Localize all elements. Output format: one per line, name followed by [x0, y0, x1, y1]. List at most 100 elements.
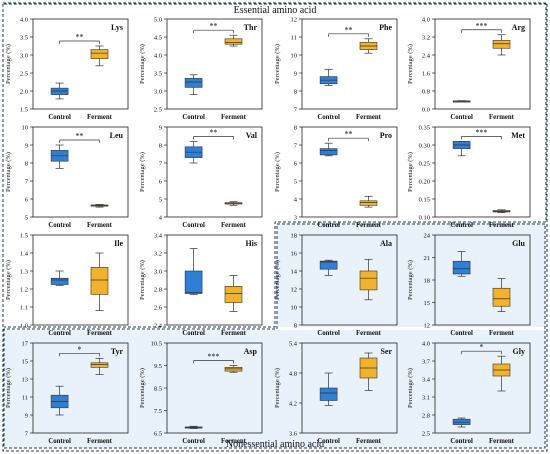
x-tick-label-met-ferment: Ferment	[489, 222, 515, 229]
x-tick-label-val-control: Control	[182, 222, 205, 229]
y-tick-label-leu: 5	[25, 215, 28, 222]
significance-label-val: **	[210, 128, 218, 137]
y-tick-label-gly: 2.5	[422, 431, 430, 438]
y-axis-label-pro: Percentage (%)	[274, 152, 281, 192]
y-tick-label-gly: 2.8	[422, 413, 430, 420]
y-tick-label-ala: 12	[291, 287, 298, 294]
y-tick-label-asp: 10.5	[151, 341, 162, 348]
plot-frame-gly	[434, 342, 531, 434]
y-tick-label-arg: 1.6	[422, 71, 431, 78]
panel-phe: 7 8 9 10 11 12 Percentage (%) Phe Control Ferment…	[274, 17, 398, 121]
panel-pro: 3 4 5 6 7 8 Percentage (%) Pro Control Ferment **	[274, 125, 398, 229]
panel-ala: 8 10 12 14 16 18 Percentage (%) Ala Control Ferme…	[274, 233, 398, 337]
panel-title-tyr: Tyr	[111, 347, 124, 356]
y-tick-label-phe: 11	[291, 35, 297, 42]
box-ile-ferment	[90, 267, 109, 295]
essential-section-title: Essential amino acid	[234, 5, 317, 16]
box-tyr-ferment	[90, 362, 109, 368]
y-tick-label-val: 5	[159, 197, 162, 204]
y-tick-label-val: 8	[159, 143, 162, 150]
x-tick-label-ser-control: Control	[317, 438, 340, 445]
y-tick-label-lys: 2.0	[20, 89, 28, 96]
significance-label-leu: **	[76, 132, 84, 141]
x-tick-label-phe-control: Control	[317, 114, 340, 121]
y-tick-label-tyr: 13	[22, 377, 29, 384]
box-his-ferment	[224, 285, 243, 303]
significance-label-lys: **	[76, 33, 84, 42]
x-tick-label-thr-control: Control	[182, 114, 205, 121]
y-tick-label-pro: 3	[294, 215, 297, 222]
nonessential-bg-lower	[4, 330, 545, 448]
y-tick-label-pro: 6	[294, 161, 298, 168]
y-tick-label-phe: 9	[294, 71, 297, 78]
panel-val: 4 5 6 7 8 9 Percentage (%) Val Control Ferment **	[139, 125, 263, 229]
x-tick-label-ser-ferment: Ferment	[356, 438, 382, 445]
box-arg-ferment	[492, 40, 511, 49]
y-tick-label-his: 3.0	[154, 269, 162, 276]
y-tick-label-gly: 3.7	[422, 359, 431, 366]
y-axis-label-lys: Percentage (%)	[5, 44, 12, 84]
panel-his: 2.4 2.6 2.8 3.0 3.2 3.4 Percentage (%) His Contr…	[139, 233, 263, 337]
y-tick-label-glu: 12	[424, 323, 431, 330]
x-tick-label-ile-control: Control	[48, 330, 71, 337]
panel-glu: 12 15 18 21 24 Percentage (%) Glu Control Fermen…	[407, 233, 531, 337]
x-tick-label-glu-control: Control	[450, 330, 473, 337]
y-tick-label-leu: 8	[25, 161, 28, 168]
y-tick-label-his: 2.4	[154, 323, 163, 330]
y-tick-label-met: 0.30	[419, 143, 430, 150]
significance-label-arg: ***	[476, 21, 488, 30]
y-axis-label-his: Percentage (%)	[139, 260, 146, 300]
y-tick-label-tyr: 7	[25, 431, 29, 438]
plot-frame-ile	[32, 234, 129, 326]
x-tick-label-asp-control: Control	[182, 438, 205, 445]
y-tick-label-gly: 3.4	[422, 377, 431, 384]
box-lys-control	[50, 87, 69, 95]
panel-title-asp: Asp	[244, 347, 258, 356]
y-tick-label-his: 3.4	[154, 233, 163, 240]
panel-thr: 2.5 3.0 3.5 4.0 4.5 5.0 Percentage (%) Thr Contr…	[139, 17, 263, 121]
y-tick-label-his: 3.2	[154, 251, 162, 258]
y-axis-label-tyr: Percentage (%)	[5, 368, 12, 408]
plot-frame-ser	[301, 342, 398, 434]
y-tick-label-asp: 8.5	[154, 386, 162, 393]
panel-title-ser: Ser	[380, 347, 392, 356]
y-tick-label-val: 9	[159, 125, 162, 132]
y-tick-label-phe: 7	[294, 107, 298, 114]
y-tick-label-ile: 1.2	[20, 287, 28, 294]
x-tick-label-his-control: Control	[182, 330, 205, 337]
box-ser-control	[319, 387, 338, 401]
box-thr-control	[184, 78, 203, 88]
panel-gly: 2.5 2.8 3.1 3.4 3.7 4.0 Percentage (%) Gly Contr…	[407, 341, 531, 445]
panel-met: 0.10 0.15 0.20 0.25 0.30 0.35 Percentage (%) Me…	[407, 125, 531, 229]
box-lys-ferment	[90, 49, 109, 59]
y-tick-label-gly: 4.0	[422, 341, 430, 348]
y-tick-label-leu: 7	[25, 179, 29, 186]
plot-frame-ala	[301, 234, 398, 326]
y-tick-label-lys: 1.5	[20, 107, 28, 114]
panel-title-met: Met	[511, 131, 525, 140]
y-tick-label-leu: 10	[22, 125, 29, 132]
x-tick-label-arg-control: Control	[450, 114, 473, 121]
y-tick-label-phe: 8	[294, 89, 297, 96]
y-axis-label-val: Percentage (%)	[139, 152, 146, 192]
y-tick-label-ser: 5.4	[289, 341, 298, 348]
y-tick-label-tyr: 15	[22, 359, 29, 366]
panels-group: 1.5 2.0 2.5 3.0 3.5 4.0 Percentage (%) Lys Contr…	[5, 17, 531, 445]
x-tick-label-lys-ferment: Ferment	[87, 114, 113, 121]
y-tick-label-phe: 12	[291, 17, 298, 24]
y-tick-label-asp: 7.5	[154, 408, 162, 415]
y-axis-label-thr: Percentage (%)	[139, 44, 146, 84]
y-tick-label-thr: 5.0	[154, 17, 162, 24]
x-tick-label-his-ferment: Ferment	[221, 330, 247, 337]
y-tick-label-his: 2.8	[154, 287, 162, 294]
y-tick-label-lys: 4.0	[20, 17, 28, 24]
y-tick-label-pro: 7	[294, 143, 298, 150]
y-tick-label-ile: 1.0	[20, 323, 28, 330]
y-tick-label-lys: 3.5	[20, 35, 28, 42]
y-tick-label-thr: 4.0	[154, 53, 162, 60]
y-axis-label-leu: Percentage (%)	[5, 152, 12, 192]
nonessential-section-title: Nonessential amino acid	[226, 439, 324, 450]
x-tick-label-phe-ferment: Ferment	[356, 114, 382, 121]
y-tick-label-arg: 4.0	[422, 17, 430, 24]
